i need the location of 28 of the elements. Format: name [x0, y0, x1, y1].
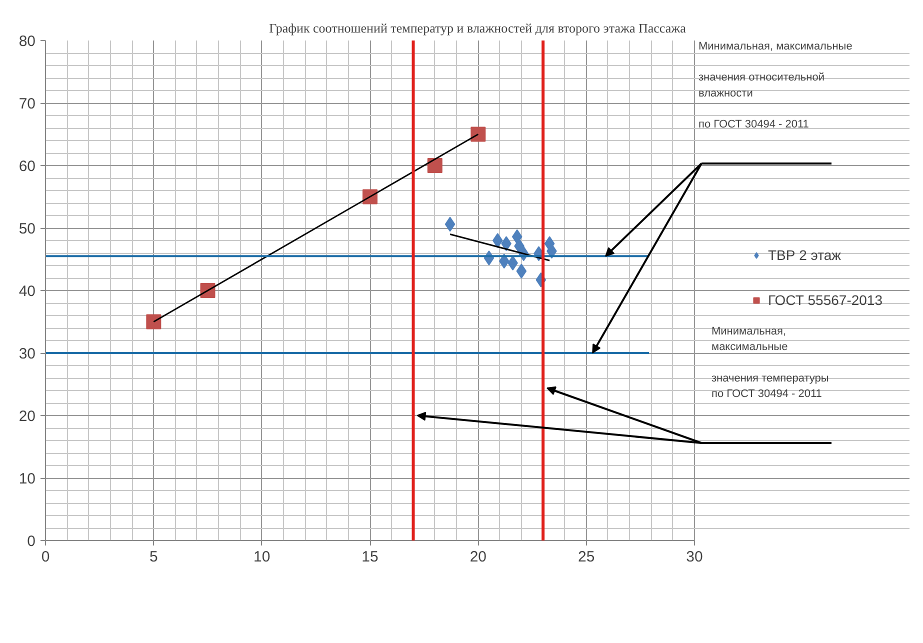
chart-title: График соотношений температур и влажностей для второго этажа Пассажа — [269, 20, 686, 36]
x-tick-label: 15 — [362, 548, 378, 566]
x-tick-label: 20 — [470, 548, 487, 566]
x-tick-label: 0 — [41, 548, 50, 566]
point — [492, 233, 503, 248]
legend-label: ГОСТ 55567-2013 — [768, 292, 883, 308]
legend-label: ТВР 2 этаж — [768, 247, 842, 263]
y-tick-label: 40 — [18, 283, 36, 300]
point — [508, 256, 518, 270]
y-tick-label: 10 — [18, 470, 36, 488]
point — [427, 158, 442, 173]
point — [146, 314, 162, 330]
y-tick-label: 20 — [18, 408, 36, 425]
x-tick-label: 30 — [686, 548, 703, 566]
x-tick-label: 10 — [253, 548, 270, 566]
y-tick-label: 60 — [18, 158, 36, 175]
point — [516, 264, 527, 279]
x-tick-label: 25 — [578, 548, 595, 566]
x-tick-label: 5 — [149, 548, 158, 566]
y-tick-label: 30 — [18, 346, 36, 362]
y-tick-label: 70 — [18, 96, 36, 112]
y-tick-label: 50 — [18, 220, 36, 238]
text: Минимальная, максимальные значения относительной влажности по ГОСТ 30494 - 2011 — [698, 40, 852, 130]
point — [470, 126, 486, 142]
y-tick-label: 0 — [27, 533, 36, 550]
point — [444, 216, 456, 232]
text: Минимальная, максимальные значения температуры по ГОСТ 30494 - 2011 — [712, 326, 829, 400]
y-tick-label: 80 — [18, 33, 36, 50]
